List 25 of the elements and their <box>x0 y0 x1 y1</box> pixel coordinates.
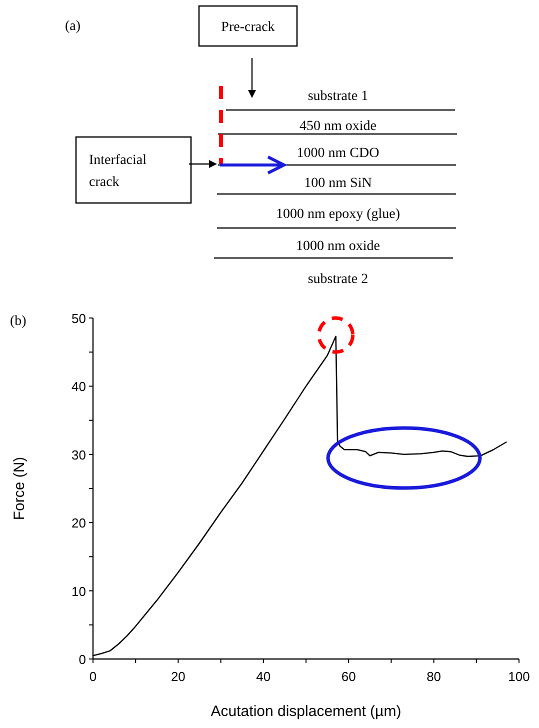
text: Interfacial crack <box>89 153 147 190</box>
text: substrate 1 <box>308 89 368 104</box>
x-tick-label: 60 <box>341 669 356 684</box>
x-tick-label: 100 <box>508 669 530 684</box>
y-tick-label: 40 <box>72 379 86 394</box>
text: 1000 nm epoxy (glue) <box>276 207 400 222</box>
y-axis-title: Force (N) <box>11 456 28 520</box>
y-tick-label: 0 <box>78 652 86 667</box>
x-tick-label: 20 <box>170 669 186 684</box>
text: 100 nm SiN <box>304 176 372 191</box>
text: 1000 nm CDO <box>296 146 380 161</box>
y-tick-label: 10 <box>72 584 86 599</box>
y-tick-label: 30 <box>72 447 86 462</box>
x-tick-label: 80 <box>426 669 442 684</box>
x-axis-title: Acutation displacement (µm) <box>210 703 402 720</box>
text: (a) <box>65 19 81 34</box>
x-tick-label: 40 <box>256 669 271 684</box>
text: Pre-crack <box>221 20 275 35</box>
text: 450 nm oxide <box>300 119 376 134</box>
text: 1000 nm oxide <box>296 239 380 254</box>
y-tick-label: 50 <box>72 311 86 326</box>
text: substrate 2 <box>308 272 368 287</box>
text: (b) <box>10 314 27 329</box>
y-tick-label: 20 <box>72 516 86 531</box>
x-tick-label: 0 <box>89 669 97 684</box>
